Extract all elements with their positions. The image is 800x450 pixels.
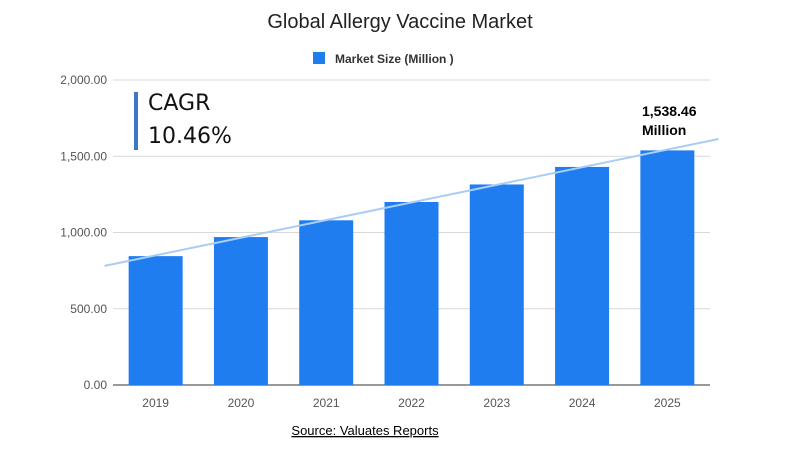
bar [213, 237, 268, 385]
chart-title: Global Allergy Vaccine Market [267, 11, 533, 33]
y-tick-label: 1,500.00 [60, 149, 107, 163]
cagr-value: 10.46% [148, 124, 232, 149]
x-axis-ticks: 2019 2020 2021 2022 2023 2024 2025 [142, 396, 681, 410]
x-tick-label: 2022 [398, 396, 425, 410]
y-tick-label: 0.00 [84, 378, 108, 392]
last-value-line1: 1,538.46 [642, 103, 697, 119]
legend-label: Market Size (Million ) [335, 52, 454, 66]
x-tick-label: 2024 [569, 396, 596, 410]
legend-swatch [313, 52, 325, 64]
cagr-annotation: CAGR 10.46% [134, 91, 232, 150]
bar [299, 220, 354, 385]
bar [384, 202, 439, 385]
x-tick-label: 2020 [228, 396, 255, 410]
y-axis-ticks: 0.00 500.00 1,000.00 1,500.00 2,000.00 [60, 73, 107, 392]
x-tick-label: 2025 [654, 396, 681, 410]
bar [128, 256, 183, 385]
x-tick-label: 2023 [483, 396, 510, 410]
y-tick-label: 1,000.00 [60, 226, 107, 240]
y-tick-label: 500.00 [70, 302, 107, 316]
trendline-group [104, 138, 719, 267]
bars [128, 150, 695, 385]
bar [555, 166, 610, 385]
x-tick-label: 2019 [142, 396, 169, 410]
trendline [104, 138, 719, 267]
cagr-label: CAGR [148, 91, 210, 116]
cagr-accent-bar [134, 92, 138, 150]
source-link[interactable]: Source: Valuates Reports [291, 423, 439, 438]
legend: Market Size (Million ) [313, 52, 454, 66]
bar [640, 150, 695, 385]
last-value-annotation: 1,538.46 Million [642, 103, 697, 138]
y-tick-label: 2,000.00 [60, 73, 107, 87]
bar [469, 184, 524, 385]
last-value-line2: Million [642, 122, 686, 138]
x-tick-label: 2021 [313, 396, 340, 410]
